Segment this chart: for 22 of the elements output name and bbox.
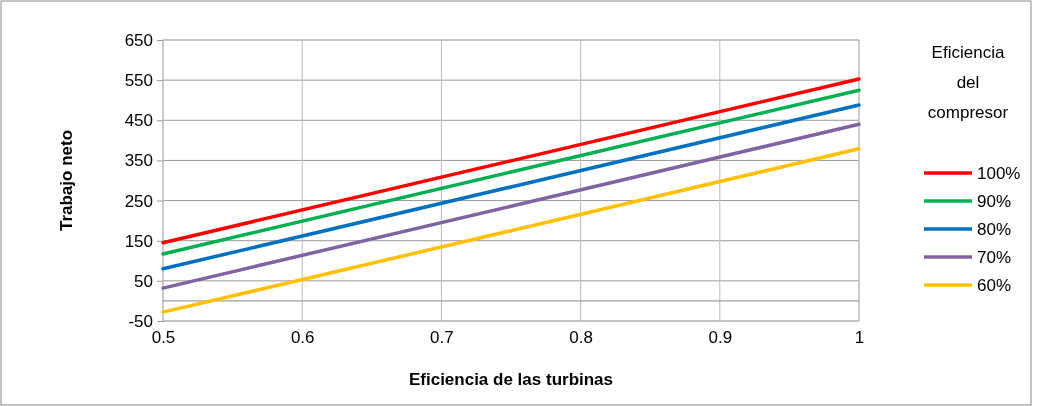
x-tick-label: 0.5 [151,328,176,348]
legend-label: 80% [977,220,1012,239]
legend-label: 90% [977,192,1012,211]
legend-label: 60% [977,276,1012,295]
x-axis-title: Eficiencia de las turbinas [408,370,614,389]
y-tick-label: -50 [128,311,153,331]
legend-label: 100% [977,164,1021,183]
x-tick-label: 0.8 [569,328,593,348]
x-tick-label: 1 [854,328,865,348]
y-tick-label: 450 [124,111,153,131]
legend-title: Eficiencia del compresor [927,43,1009,122]
x-tick-label: 0.7 [430,328,454,348]
y-tick-label: 50 [134,271,153,291]
y-tick-label: 250 [124,191,153,211]
y-tick-label: 650 [124,30,153,50]
legend-label: 70% [977,248,1012,267]
y-axis-title: Trabajo neto [57,129,76,232]
y-tick-label: 150 [124,231,153,251]
y-tick-label: 350 [124,151,153,171]
y-tick-label: 550 [124,71,153,91]
x-tick-label: 0.9 [708,328,733,348]
x-tick-label: 0.6 [290,328,315,348]
